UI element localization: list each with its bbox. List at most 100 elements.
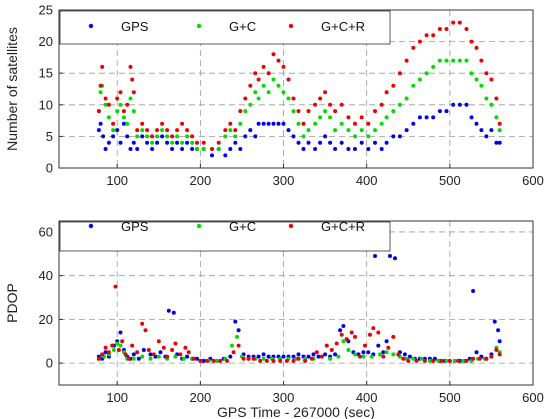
sat-point-g-c	[484, 96, 489, 101]
sat-point-g-c-r	[328, 102, 333, 107]
pdop-point-g-c	[181, 356, 186, 361]
pdop-point-g-c-r	[401, 356, 406, 361]
pdop-point-g-c-r	[391, 334, 396, 339]
pdop-point-g-c-r	[489, 354, 494, 359]
sat-point-g-c	[125, 121, 130, 126]
sat-point-g-c	[359, 128, 364, 133]
pdop-point-g-c-r	[396, 352, 401, 357]
sat-point-gps	[313, 147, 318, 151]
sat-point-g-c	[185, 134, 190, 139]
pdop-plot-frame	[58, 220, 534, 386]
sat-point-gps	[306, 140, 311, 145]
sat-point-g-c	[494, 115, 499, 120]
pdop-point-g-c-r	[309, 356, 314, 361]
pdop-point-gps	[333, 352, 338, 357]
sat-point-g-c	[291, 109, 296, 114]
sat-point-g-c-r	[160, 121, 165, 126]
pdop-point-gps	[296, 352, 301, 357]
sat-point-g-c	[170, 140, 175, 145]
sat-point-g-c	[281, 90, 286, 95]
pdop-point-g-c-r	[258, 358, 263, 363]
satellites-plot-frame	[58, 9, 534, 169]
sat-point-gps	[106, 140, 111, 145]
pdop-point-gps	[306, 354, 311, 359]
pdop-point-gps	[316, 354, 321, 359]
sat-legend-marker	[196, 23, 202, 29]
pdop-point-g-c-r	[113, 284, 118, 289]
sat-point-g-c-r	[135, 128, 140, 133]
pdop-point-g-c-r	[225, 358, 229, 363]
sat-point-g-c	[190, 140, 195, 145]
sat-point-g-c-r	[379, 102, 384, 107]
sat-point-gps	[131, 140, 136, 145]
pdop-point-g-c-r	[431, 358, 436, 363]
sat-point-g-c-r	[479, 58, 484, 63]
sat-point-g-c-r	[248, 83, 253, 88]
pdop-legend-label: GPS	[121, 219, 149, 234]
sat-point-gps	[155, 140, 160, 145]
pdop-point-gps	[407, 354, 412, 359]
sat-point-g-c	[223, 134, 228, 139]
sat-point-g-c-r	[431, 33, 436, 38]
sat-point-gps	[276, 121, 281, 126]
sat-point-g-c-r	[98, 83, 103, 88]
sat-point-g-c	[479, 83, 484, 88]
sat-point-g-c	[160, 128, 165, 133]
sat-point-gps	[417, 115, 422, 120]
pdop-point-gps	[366, 350, 371, 355]
pdop-point-g-c-r	[246, 356, 251, 361]
pdop-point-g-c	[118, 343, 123, 348]
sat-point-g-c-r	[216, 140, 221, 145]
pdop-point-g-c-r	[271, 358, 276, 363]
sat-point-g-c	[366, 134, 371, 139]
pdop-point-g-c-r	[218, 358, 223, 363]
satellites-legend: GPS G+C G+C+R	[59, 10, 391, 45]
pdop-point-g-c	[215, 358, 219, 363]
pdop-point-g-c-r	[140, 321, 145, 326]
sat-point-gps	[266, 121, 271, 126]
pdop-point-gps	[311, 352, 316, 357]
sat-legend-box	[59, 10, 391, 45]
pdop-point-g-c	[148, 356, 153, 361]
pdop-point-g-c-r	[130, 343, 135, 348]
sat-point-gps	[165, 140, 170, 145]
pdop-point-g-c-r	[319, 354, 324, 359]
pdop-y-tick-label: 60	[39, 224, 53, 239]
sat-point-g-c	[238, 121, 243, 126]
sat-point-g-c-r	[125, 102, 130, 107]
sat-point-g-c-r	[145, 128, 150, 133]
pdop-point-gps	[171, 310, 176, 315]
pdop-point-g-c-r	[100, 352, 105, 357]
sat-point-g-c	[243, 109, 248, 114]
sat-point-g-c-r	[469, 39, 474, 44]
sat-point-g-c	[397, 102, 402, 107]
sat-point-g-c-r	[417, 39, 422, 44]
sat-point-g-c-r	[210, 147, 214, 151]
pdop-point-gps	[136, 356, 141, 361]
pdop-y-tick-label: 40	[39, 268, 53, 283]
sat-point-gps	[145, 140, 150, 145]
sat-y-tick-label: 10	[39, 97, 53, 112]
pdop-point-g-c	[419, 356, 424, 361]
pdop-point-g-c-r	[386, 345, 391, 350]
sat-point-gps	[243, 134, 248, 139]
sat-point-gps	[180, 147, 185, 151]
pdop-point-g-c	[115, 341, 120, 346]
pdop-legend-label: G+C+R	[321, 219, 365, 234]
sat-point-g-c	[233, 134, 238, 139]
pdop-point-g-c-r	[161, 345, 166, 350]
sat-point-g-c-r	[140, 121, 145, 126]
sat-point-gps	[111, 134, 116, 139]
sat-point-g-c	[353, 134, 357, 139]
sat-point-gps	[233, 140, 238, 145]
sat-point-g-c	[180, 140, 185, 145]
sat-point-g-c-r	[155, 128, 160, 133]
pdop-point-g-c-r	[264, 358, 269, 363]
sat-point-g-c-r	[195, 140, 199, 145]
pdop-point-gps	[141, 348, 146, 352]
pdop-point-gps	[233, 319, 238, 324]
sat-legend-label: G+C+R	[321, 19, 365, 34]
pdop-point-g-c-r	[186, 350, 191, 355]
sat-point-gps	[118, 140, 123, 145]
pdop-point-g-c	[461, 358, 466, 363]
